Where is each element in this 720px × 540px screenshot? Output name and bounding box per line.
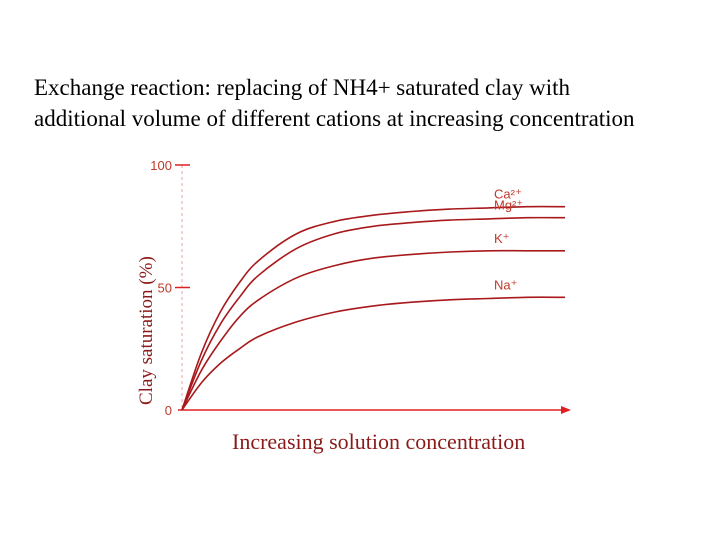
title-line-1: Exchange reaction: replacing of NH4+ sat… [34,75,571,100]
series-line [181,216,566,411]
chart-axes: 0 50 100 [150,158,571,418]
chart-curves [181,205,566,411]
y-tick-label: 50 [158,281,172,296]
slide-title: Exchange reaction: replacing of NH4+ sat… [34,72,684,134]
title-line-2: additional volume of different cations a… [34,106,635,131]
series-label: Mg²⁺ [494,198,523,213]
series-line [181,205,566,411]
series-label: K⁺ [494,231,510,246]
y-tick-label: 0 [165,403,172,418]
chart-labels: Ca²⁺Mg²⁺ K⁺ Na⁺ [494,187,523,293]
series-label: Na⁺ [494,277,517,292]
series-line [181,296,566,411]
series-label: Ca²⁺ [494,187,522,202]
x-axis-arrow [561,406,571,414]
y-axis-label: Clay saturation (%) [136,256,157,405]
series-line [181,249,565,411]
x-axis-label: Increasing solution concentration [232,429,525,454]
y-tick-label: 100 [150,158,172,173]
